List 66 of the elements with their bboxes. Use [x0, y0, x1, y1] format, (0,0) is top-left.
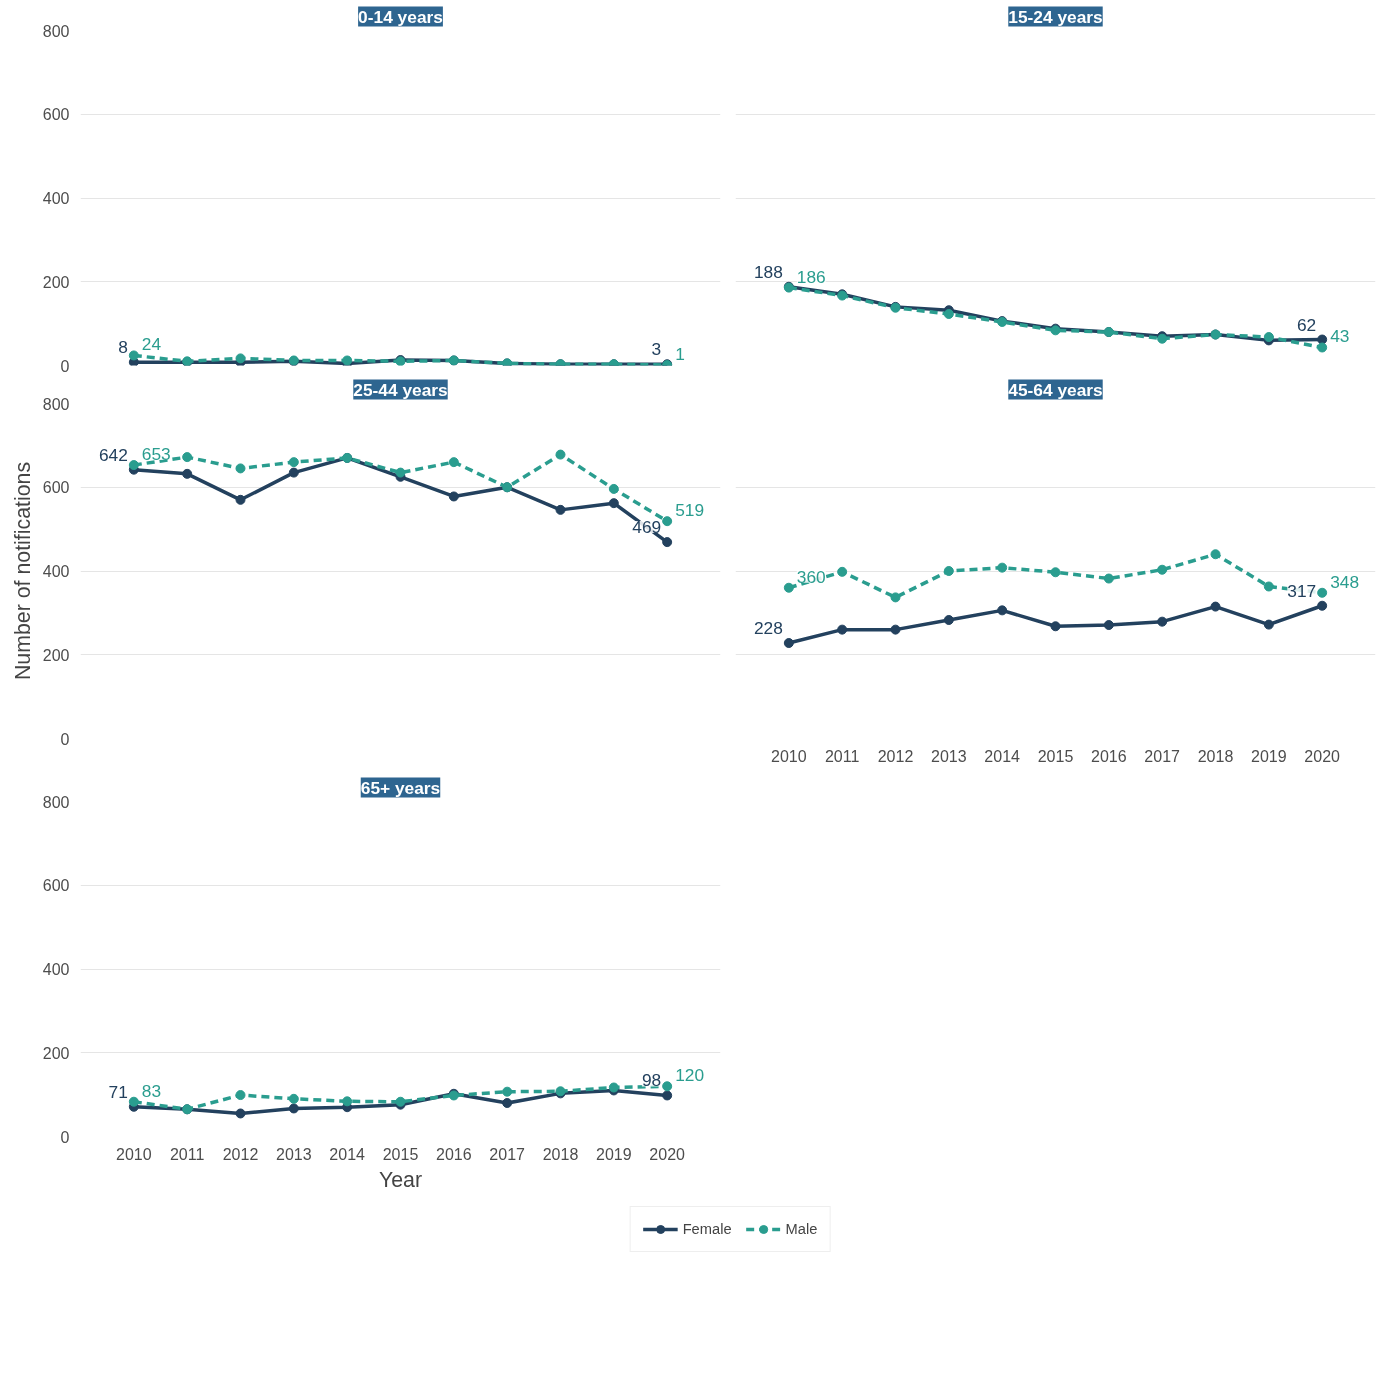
y-tick-label: 600 — [42, 106, 70, 124]
data-label: 188 — [753, 261, 783, 282]
legend-label: Male — [785, 1221, 818, 1237]
data-label: 653 — [141, 444, 171, 465]
data-label: 83 — [141, 1080, 162, 1101]
x-tick-label: 2010 — [771, 747, 807, 765]
y-tick-label: 800 — [42, 793, 70, 811]
data-label: 24 — [141, 334, 162, 355]
x-axis-title: Year — [378, 1167, 423, 1192]
data-label: 186 — [796, 266, 826, 287]
x-tick-label: 2016 — [1091, 747, 1127, 765]
x-tick-label: 2020 — [1304, 747, 1341, 765]
x-tick-label: 2011 — [824, 747, 860, 765]
data-label: 71 — [108, 1081, 128, 1102]
data-label: 317 — [1287, 580, 1317, 601]
y-axis-title: Number of notifications — [10, 461, 35, 681]
chart-title: 15-24 years — [1008, 6, 1103, 27]
x-tick-label: 2012 — [222, 1145, 259, 1163]
y-tick-label: 400 — [42, 563, 70, 580]
data-label: 1 — [675, 344, 685, 365]
x-tick-label: 2013 — [276, 1145, 312, 1163]
legend-label: Female — [682, 1221, 732, 1237]
data-label: 43 — [1330, 326, 1350, 347]
x-tick-label: 2020 — [649, 1145, 686, 1163]
y-tick-label: 200 — [42, 1044, 70, 1062]
data-label: 228 — [753, 618, 783, 639]
chart-title: 25-44 years — [353, 379, 448, 400]
x-tick-label: 2015 — [382, 1145, 419, 1163]
y-tick-label: 400 — [42, 961, 70, 978]
x-tick-label: 2010 — [116, 1145, 152, 1163]
y-tick-label: 200 — [42, 646, 70, 664]
data-label: 3 — [651, 339, 662, 360]
x-tick-label: 2018 — [1197, 747, 1234, 765]
data-label: 519 — [675, 500, 705, 521]
x-tick-label: 2011 — [169, 1145, 205, 1163]
x-tick-label: 2012 — [877, 747, 914, 765]
x-tick-label: 2019 — [596, 1145, 632, 1163]
y-tick-label: 200 — [42, 273, 70, 291]
y-tick-label: 600 — [42, 479, 70, 497]
x-tick-label: 2017 — [489, 1145, 526, 1163]
chart-title: 45-64 years — [1008, 379, 1103, 400]
y-tick-label: 400 — [42, 190, 70, 207]
data-label: 62 — [1296, 314, 1317, 335]
data-label: 348 — [1330, 571, 1360, 592]
data-label: 469 — [632, 517, 662, 538]
x-tick-label: 2014 — [984, 747, 1021, 765]
data-label: 98 — [641, 1070, 662, 1091]
data-label: 120 — [675, 1065, 705, 1086]
x-tick-label: 2014 — [329, 1145, 366, 1163]
y-tick-label: 600 — [42, 877, 70, 895]
x-tick-label: 2013 — [931, 747, 967, 765]
x-tick-label: 2016 — [436, 1145, 472, 1163]
y-tick-label: 800 — [42, 395, 70, 413]
y-tick-label: 0 — [60, 730, 70, 748]
x-tick-label: 2018 — [542, 1145, 579, 1163]
chart-title: 0-14 years — [358, 6, 443, 27]
y-tick-label: 0 — [60, 357, 70, 375]
y-tick-label: 800 — [42, 22, 70, 40]
data-label: 642 — [98, 444, 128, 465]
data-label: 360 — [796, 566, 826, 587]
x-tick-label: 2019 — [1251, 747, 1287, 765]
y-tick-label: 0 — [60, 1128, 70, 1146]
chart-title: 65+ years — [360, 777, 441, 798]
data-label: 8 — [118, 337, 128, 358]
x-tick-label: 2015 — [1037, 747, 1074, 765]
x-tick-label: 2017 — [1144, 747, 1181, 765]
